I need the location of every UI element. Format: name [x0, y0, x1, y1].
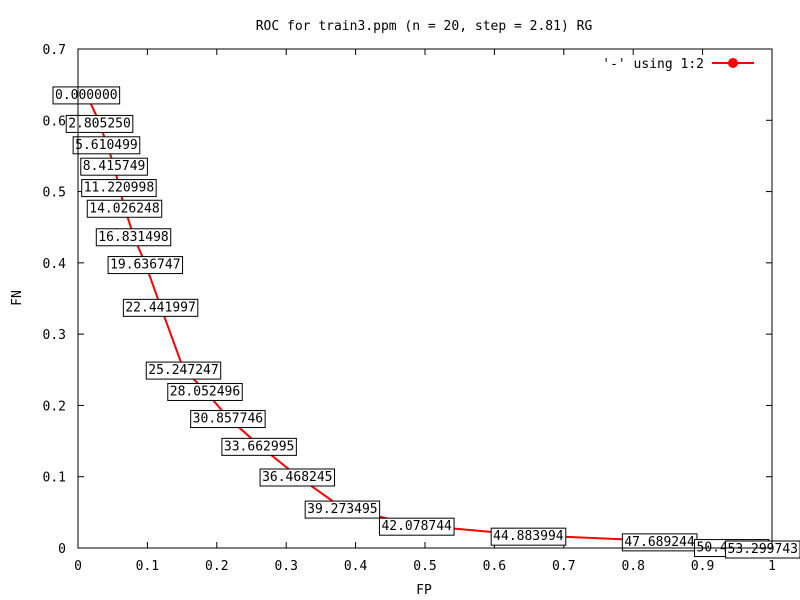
point-label: 39.273495: [304, 500, 381, 519]
svg-text:44.883994: 44.883994: [493, 529, 564, 544]
y-tick-label: 0.3: [43, 328, 66, 343]
point-label: 42.078744: [378, 517, 455, 536]
x-tick-label: 0.6: [483, 559, 506, 574]
svg-text:14.026248: 14.026248: [89, 201, 159, 216]
svg-text:11.220998: 11.220998: [84, 181, 154, 196]
point-label: 33.662995: [221, 437, 297, 456]
series-line: [85, 93, 773, 549]
svg-text:22.441997: 22.441997: [125, 300, 195, 315]
point-label: 5.610499: [72, 136, 141, 155]
svg-text:5.610499: 5.610499: [75, 138, 138, 153]
svg-text:16.831498: 16.831498: [98, 230, 168, 245]
y-axis-label: FN: [10, 290, 25, 306]
svg-text:2.805250: 2.805250: [68, 116, 131, 131]
point-label: 28.052496: [167, 382, 243, 401]
point-label: 16.831498: [95, 228, 172, 247]
point-label: 47.689244: [621, 533, 698, 552]
point-label: 8.415749: [80, 157, 148, 176]
point-label: 36.468245: [259, 468, 336, 487]
point-label: 0.000000: [52, 86, 121, 105]
svg-text:30.857746: 30.857746: [193, 412, 263, 427]
point-label: 14.026248: [86, 199, 163, 218]
chart-title: ROC for train3.ppm (n = 20, step = 2.81)…: [256, 19, 593, 34]
x-tick-label: 0.9: [691, 559, 714, 574]
point-label: 53.299743: [725, 540, 800, 559]
svg-text:25.247247: 25.247247: [148, 363, 218, 378]
y-tick-label: 0.2: [43, 399, 66, 414]
plot-frame: [77, 48, 773, 549]
svg-text:19.636747: 19.636747: [110, 258, 180, 273]
y-tick-label: 0.1: [43, 471, 66, 486]
x-tick-label: 0.8: [621, 559, 644, 574]
point-labels: 0.000000 2.805250 5.610499 8.415749 11.22099…: [52, 86, 800, 559]
point-label: 22.441997: [122, 298, 199, 317]
point-label: 19.636747: [107, 256, 184, 275]
svg-text:53.299743: 53.299743: [728, 542, 798, 557]
x-tick-label: 0: [74, 559, 82, 574]
svg-text:39.273495: 39.273495: [307, 502, 377, 517]
point-label: 44.883994: [490, 527, 567, 546]
x-tick-label: 0.3: [274, 559, 297, 574]
x-tick-label: 0.5: [413, 559, 436, 574]
y-tick-label: 0.4: [43, 257, 67, 272]
legend-label: '-' using 1:2: [602, 57, 704, 72]
svg-text:47.689244: 47.689244: [624, 535, 695, 550]
point-label: 30.857746: [190, 410, 266, 429]
x-tick-label: 0.4: [344, 559, 368, 574]
point-label: 2.805250: [65, 114, 134, 133]
svg-text:28.052496: 28.052496: [170, 384, 240, 399]
axis-ticks: 0 0.1 0.2 0.3 0.4 0.5 0.6 0.7 0.8 0.9 1 0 0.1 0.2 0.3 0…: [43, 43, 776, 574]
y-tick-label: 0: [58, 542, 66, 557]
x-tick-label: 1: [768, 559, 776, 574]
y-tick-label: 0.5: [43, 186, 66, 201]
y-tick-label: 0.6: [43, 114, 66, 129]
x-tick-label: 0.7: [552, 559, 575, 574]
legend: '-' using 1:2: [602, 57, 754, 72]
legend-marker: [728, 58, 738, 68]
x-tick-label: 0.2: [205, 559, 228, 574]
point-label: 25.247247: [145, 361, 222, 380]
svg-text:42.078744: 42.078744: [381, 519, 452, 534]
x-axis-label: FP: [416, 583, 432, 598]
svg-text:0.000000: 0.000000: [55, 88, 118, 103]
y-tick-label: 0.7: [43, 43, 66, 58]
svg-text:8.415749: 8.415749: [83, 159, 146, 174]
point-label: 11.220998: [81, 179, 157, 198]
x-tick-label: 0.1: [136, 559, 159, 574]
svg-text:36.468245: 36.468245: [262, 470, 332, 485]
svg-text:33.662995: 33.662995: [224, 439, 294, 454]
